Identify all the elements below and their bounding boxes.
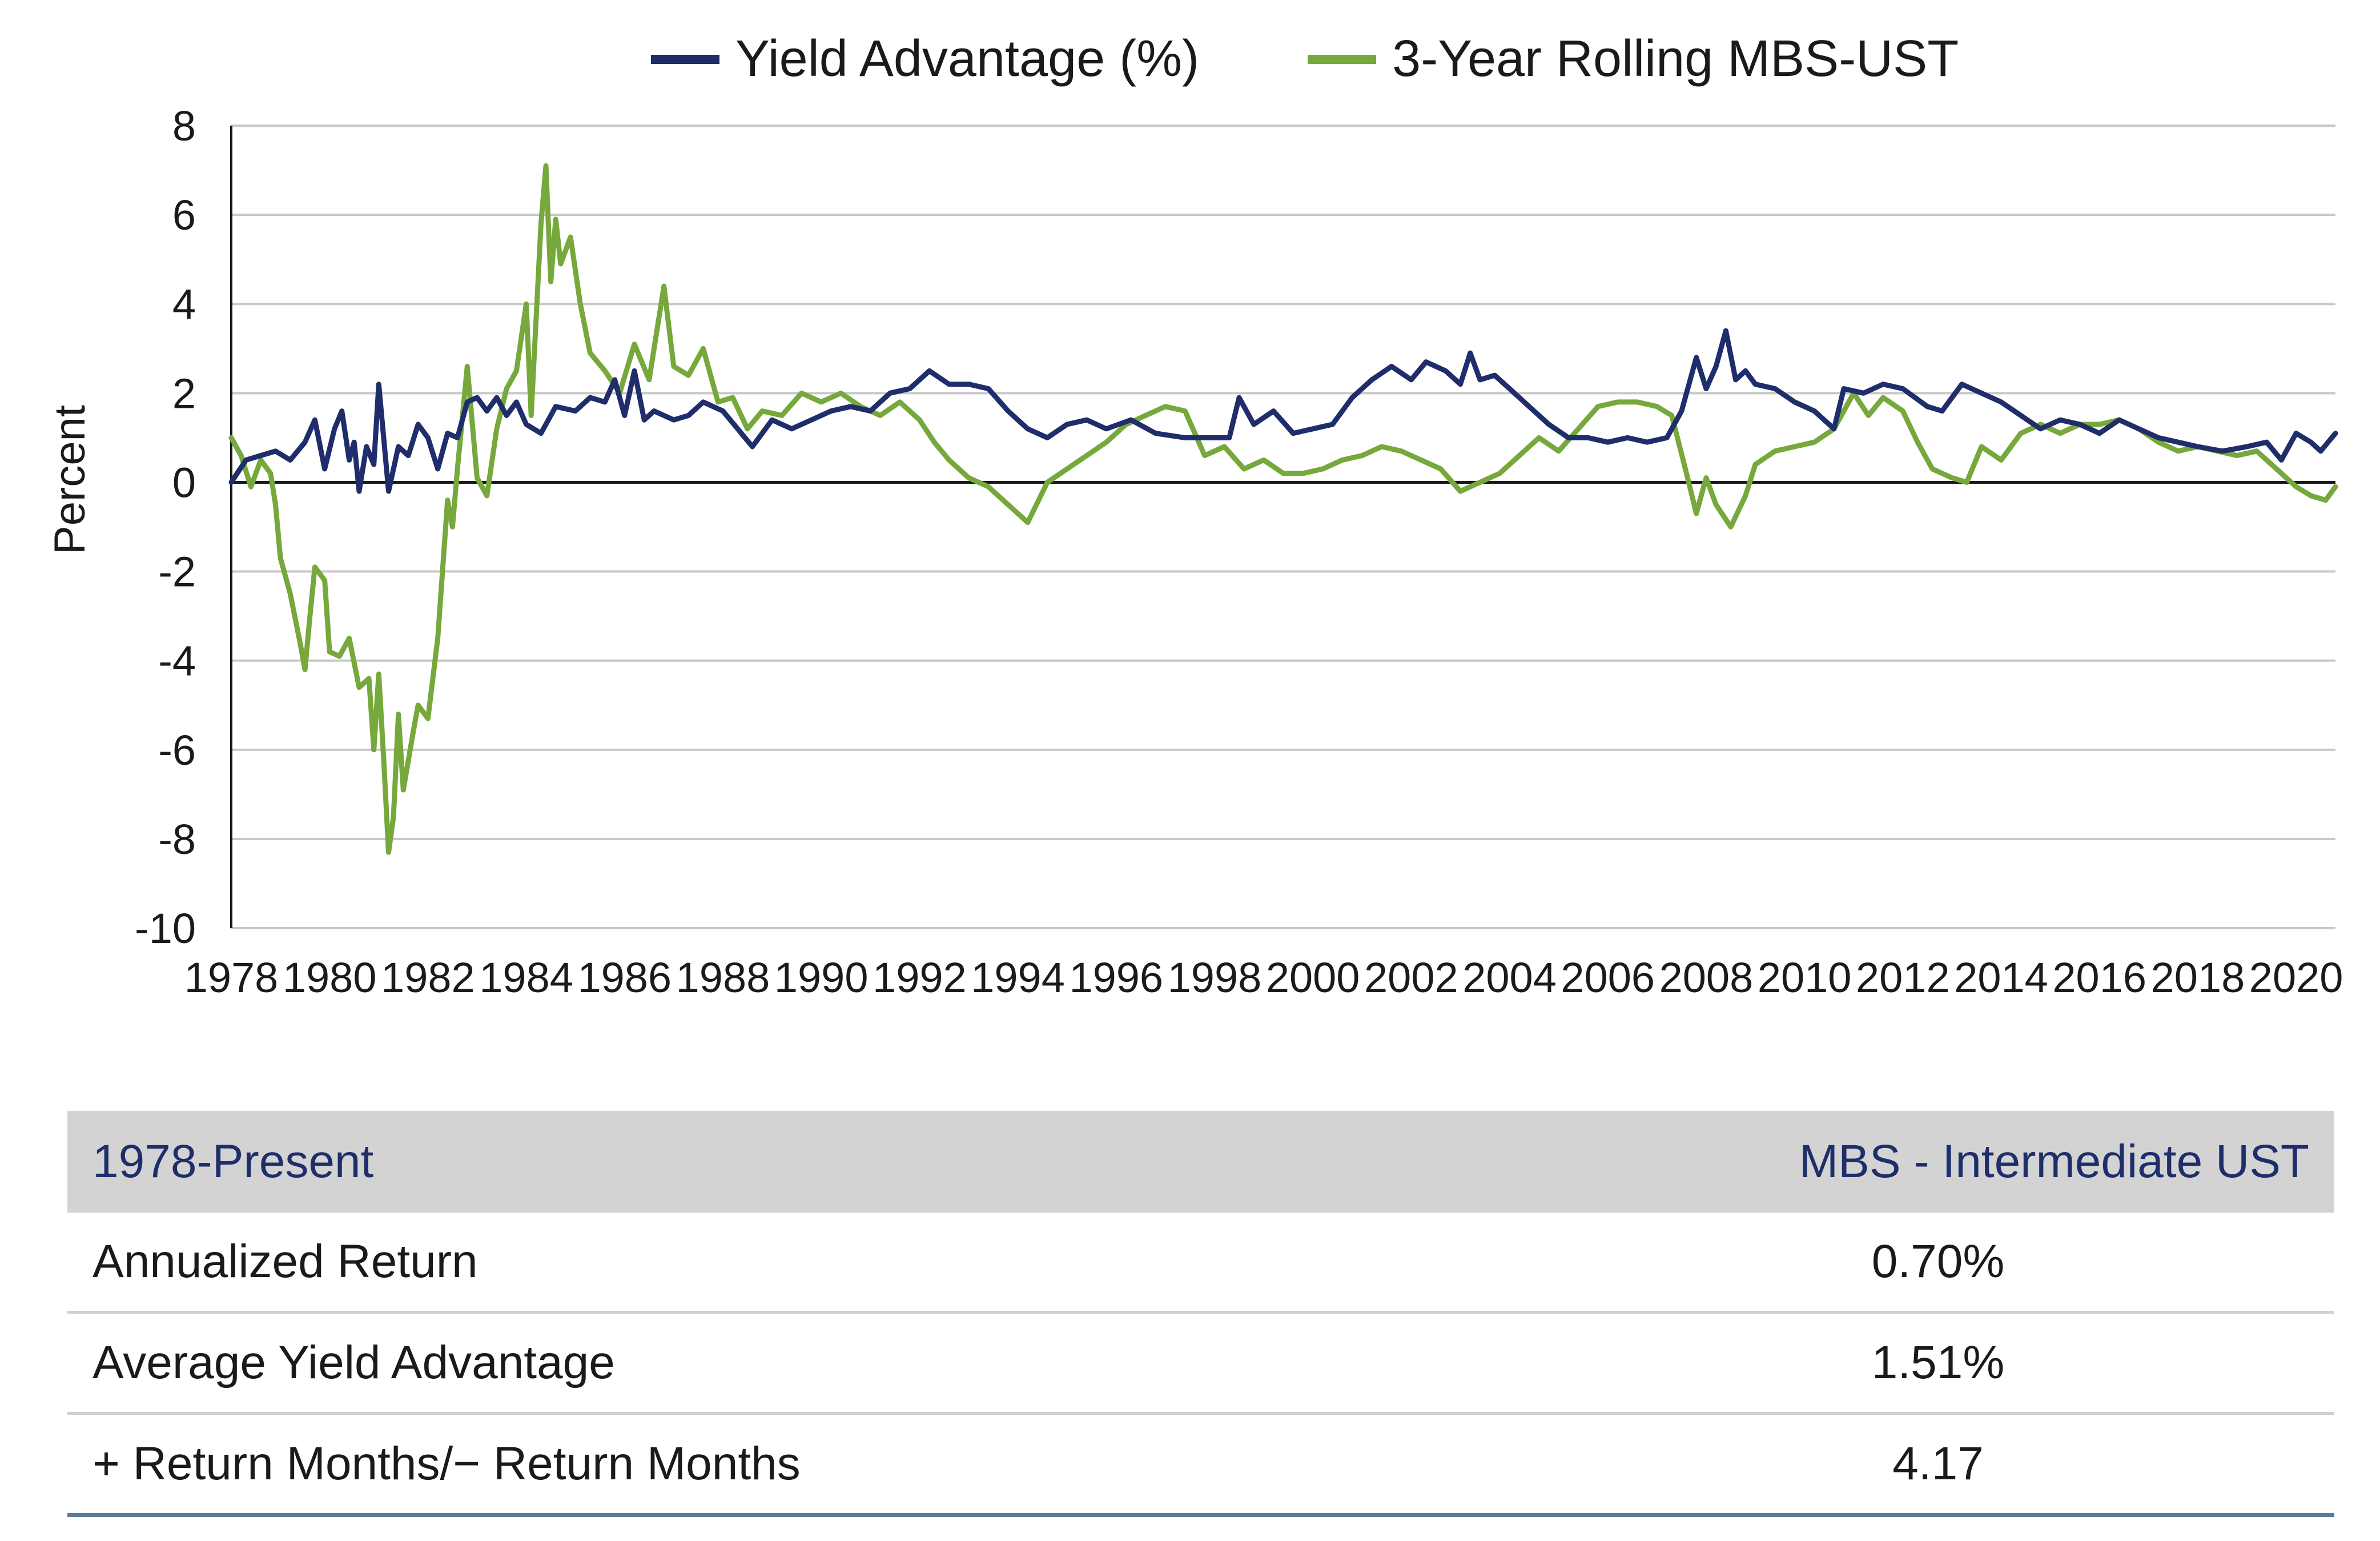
stats-row-value: 1.51% xyxy=(1542,1312,2334,1415)
x-tick-label: 2016 xyxy=(2052,954,2146,1001)
stats-header-label: 1978-Present xyxy=(67,1111,1542,1213)
stats-row-annualized-return: Annualized Return 0.70% xyxy=(67,1213,2334,1314)
x-tick-label: 1994 xyxy=(971,954,1065,1001)
stats-row-label: + Return Months/− Return Months xyxy=(67,1413,1542,1517)
stats-header-row: 1978-Present MBS - Intermediate UST xyxy=(67,1111,2334,1213)
y-tick-label: -8 xyxy=(158,816,196,863)
stats-row-average-yield-advantage: Average Yield Advantage 1.51% xyxy=(67,1312,2334,1415)
stats-row-label: Annualized Return xyxy=(67,1213,1542,1314)
y-tick-label: 4 xyxy=(172,280,196,328)
x-tick-label: 1984 xyxy=(479,954,573,1001)
x-tick-label: 1988 xyxy=(676,954,770,1001)
y-axis-ticks: 8 6 4 2 0 -2 -4 -6 -8 -10 xyxy=(135,102,196,952)
x-tick-label: 1998 xyxy=(1168,954,1262,1001)
legend-swatch-rolling-mbs-ust xyxy=(1308,54,1377,64)
x-tick-label: 2008 xyxy=(1659,954,1754,1001)
series-line-3-year-rolling-mbs-ust xyxy=(228,163,2338,855)
legend-label-rolling-mbs-ust: 3-Year Rolling MBS-UST xyxy=(1392,30,1959,87)
stats-row-value: 0.70% xyxy=(1542,1213,2334,1314)
x-tick-label: 2002 xyxy=(1364,954,1458,1001)
y-tick-label: 0 xyxy=(172,459,196,506)
x-tick-label: 2000 xyxy=(1266,954,1360,1001)
x-tick-label: 2004 xyxy=(1462,954,1557,1001)
legend-item-rolling-mbs-ust: 3-Year Rolling MBS-UST xyxy=(1308,30,1959,89)
x-axis-ticks: 1978 1980 1982 1984 1986 1988 1990 1992 1994 1996… xyxy=(184,954,2343,1001)
x-tick-label: 2020 xyxy=(2249,954,2343,1001)
x-tick-label: 2012 xyxy=(1856,954,1950,1001)
x-tick-label: 2014 xyxy=(1954,954,2048,1001)
legend-item-yield-advantage: Yield Advantage (%) xyxy=(651,30,1199,89)
y-tick-label: -10 xyxy=(135,905,196,952)
series-line-yield-advantage xyxy=(228,328,2338,494)
stats-row-label: Average Yield Advantage xyxy=(67,1312,1542,1415)
x-tick-label: 2010 xyxy=(1758,954,1852,1001)
legend-swatch-yield-advantage xyxy=(651,54,719,64)
y-tick-label: 8 xyxy=(172,102,196,150)
series-lines xyxy=(228,163,2338,855)
line-chart: 8 6 4 2 0 -2 -4 -6 -8 -10 1978 1980 1982 1984 1986 198… xyxy=(46,102,2343,1001)
y-axis-title: Percent xyxy=(46,405,94,555)
x-tick-label: 2018 xyxy=(2151,954,2245,1001)
x-tick-label: 1992 xyxy=(873,954,967,1001)
x-tick-label: 1996 xyxy=(1069,954,1163,1001)
y-tick-label: -4 xyxy=(158,637,196,685)
stats-table: 1978-Present MBS - Intermediate UST Annu… xyxy=(67,1111,2334,1517)
y-tick-label: 6 xyxy=(172,191,196,239)
stats-row-return-months-ratio: + Return Months/− Return Months 4.17 xyxy=(67,1413,2334,1517)
legend-label-yield-advantage: Yield Advantage (%) xyxy=(735,30,1200,87)
x-tick-label: 1978 xyxy=(184,954,279,1001)
x-tick-label: 2006 xyxy=(1561,954,1655,1001)
chart-legend: Yield Advantage (%) 3-Year Rolling MBS-U… xyxy=(651,30,1959,89)
y-tick-label: -2 xyxy=(158,548,196,596)
y-tick-label: 2 xyxy=(172,370,196,417)
stats-header-value: MBS - Intermediate UST xyxy=(1542,1111,2334,1213)
x-tick-label: 1980 xyxy=(283,954,377,1001)
y-tick-label: -6 xyxy=(158,727,196,774)
x-tick-label: 1990 xyxy=(774,954,869,1001)
stats-row-value: 4.17 xyxy=(1542,1413,2334,1517)
x-tick-label: 1982 xyxy=(381,954,475,1001)
x-tick-label: 1986 xyxy=(577,954,672,1001)
